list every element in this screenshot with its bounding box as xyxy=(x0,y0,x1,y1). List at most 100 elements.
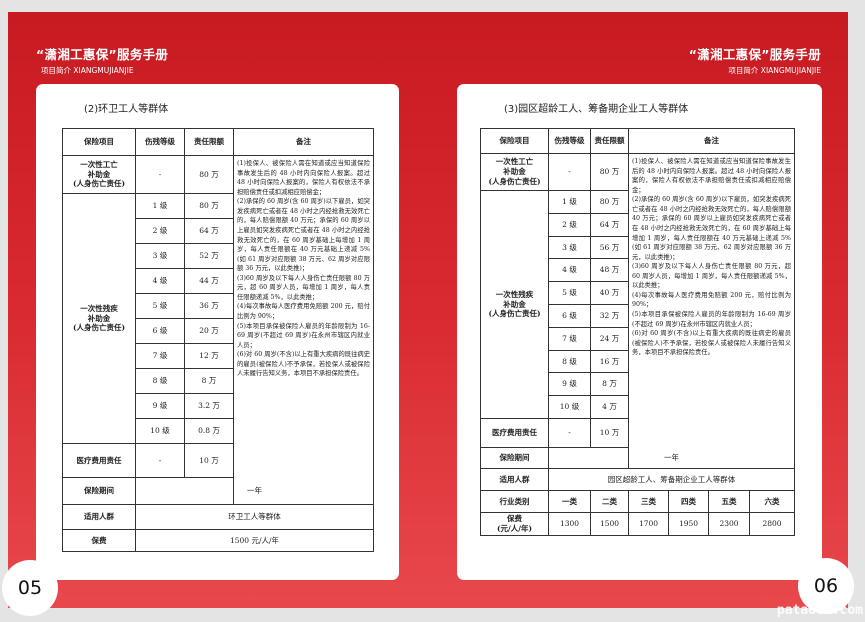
premium-value: 1700 xyxy=(628,511,669,536)
disability-level: 4 级 xyxy=(548,258,591,283)
crowd-value: 园区超龄工人、筹备期企业工人等群体 xyxy=(548,467,795,491)
disability-level: 4 级 xyxy=(135,268,185,294)
table-row: 4 级 44 万 xyxy=(63,268,374,294)
cell-line: 保费 xyxy=(507,514,522,524)
table-row: 9 级 3.2 万 xyxy=(63,393,374,419)
cell-line: (元/人/年) xyxy=(496,523,533,533)
remarks-cell: (1)投保人、被保险人需在知道或应当知道保险事故发生后的 48 小时内向保险人报… xyxy=(233,155,374,505)
table-row: 医疗费用责任 -10 万 xyxy=(62,443,374,478)
column-header: 备注 xyxy=(233,128,374,156)
liability-limit: 24 万 xyxy=(590,326,629,351)
table-row: 保费 (元/人/年) 1300 1500 1700 1950 2300 2800 xyxy=(480,511,795,536)
medical-label: 医疗费用责任 xyxy=(480,417,549,448)
premium-value: 1300 xyxy=(548,511,591,536)
note-item: (4)每次事故每人医疗费用免赔额 200 元，赔付比例为 90%； xyxy=(237,303,370,320)
table-cell: 80 万 xyxy=(184,155,234,194)
table-row: 7 级 12 万 xyxy=(63,343,374,369)
cell-line: 补助金 xyxy=(503,299,526,309)
industry-class: 四类 xyxy=(668,489,709,513)
table-cell: - xyxy=(135,155,185,194)
cell-line: (人身伤亡责任) xyxy=(488,309,541,319)
crowd-value: 环卫工人等群体 xyxy=(135,504,374,530)
right-insurance-table: 保险项目 伤残等级 责任限额 备注 一次性工亡 补助金 (人身伤亡责任) -80 万 (1)投保… xyxy=(480,128,795,536)
cell-line: 补助金 xyxy=(503,167,526,177)
table-row: 保险项目 伤残等级 责任限额 备注 xyxy=(62,128,374,156)
column-header: 备注 xyxy=(628,128,795,154)
page-number-right: 06 xyxy=(798,558,854,614)
disability-level: 2 级 xyxy=(548,212,591,237)
liability-limit: 8 万 xyxy=(590,372,629,397)
table-cell: 10 万 xyxy=(184,443,234,478)
table-cell: - xyxy=(135,443,185,478)
table-cell: 80 万 xyxy=(590,153,629,191)
right-section-title: (3)园区超龄工人、筹备期企业工人等群体 xyxy=(504,104,689,115)
brochure-subtitle: 项目简介 XIANGMUJIANJIE xyxy=(728,66,821,75)
liability-limit: 52 万 xyxy=(184,243,234,269)
table-row: 6 级 32 万 xyxy=(481,303,795,328)
table-row: 10 级 0.8 万 xyxy=(63,418,374,444)
death-benefit-label: 一次性工亡 补助金 (人身伤亡责任) xyxy=(480,153,549,191)
disability-level: 7 级 xyxy=(135,343,185,369)
disability-level: 10 级 xyxy=(548,395,591,419)
column-header: 责任限额 xyxy=(590,128,629,154)
industry-class: 二类 xyxy=(590,489,629,513)
premium-label: 保费 xyxy=(62,529,136,552)
liability-limit: 8 万 xyxy=(184,368,234,394)
table-cell: - xyxy=(548,153,591,191)
note-item: (2)承保的 60 周岁(含 60 周岁)以下雇员，如突发疾病死亡或者在 48 … xyxy=(237,198,370,273)
column-header: 保险项目 xyxy=(62,128,136,156)
liability-limit: 48 万 xyxy=(590,258,629,283)
remarks-cell: (1)投保人、被保险人需在知道或应当知道保险事故发生后的 48 小时内向保险人报… xyxy=(628,153,795,469)
liability-limit: 56 万 xyxy=(590,235,629,260)
note-item: (3)60 周岁及以下每人人身伤亡责任限额 80 万元，超 60 周岁人员，每增… xyxy=(237,274,370,301)
disability-level: 6 级 xyxy=(548,303,591,328)
cell-line: (人身伤亡责任) xyxy=(72,323,126,333)
liability-limit: 20 万 xyxy=(184,318,234,344)
liability-limit: 80 万 xyxy=(184,193,234,219)
table-cell: 10 万 xyxy=(590,417,629,448)
premium-value: 2300 xyxy=(708,511,750,536)
liability-limit: 40 万 xyxy=(590,281,629,305)
crowd-label: 适用人群 xyxy=(62,504,136,530)
table-row: 3 级 52 万 xyxy=(63,243,374,269)
note-item: (5)本项目承保被保险人雇员的年龄限制为 16-69 周岁(不超过 69 周岁)… xyxy=(632,311,791,328)
cell-line: 一次性残疾 xyxy=(495,289,534,299)
period-value: 一年 xyxy=(135,477,374,505)
premium-value: 2800 xyxy=(749,511,795,536)
left-header: “潇湘工惠保”服务手册 项目简介 XIANGMUJIANJIE xyxy=(36,44,168,76)
cell-line: (人身伤亡责任) xyxy=(488,176,541,186)
table-row: 6 级 20 万 xyxy=(63,318,374,344)
liability-limit: 12 万 xyxy=(184,343,234,369)
disability-level: 7 级 xyxy=(548,326,591,351)
note-item: (1)投保人、被保险人需在知道或应当知道保险事故发生后的 48 小时内向保险人报… xyxy=(237,160,370,196)
table-row: 保险期间 一年 xyxy=(480,446,795,469)
industry-label: 行业类别 xyxy=(480,489,549,513)
liability-limit: 4 万 xyxy=(590,395,629,419)
liability-limit: 44 万 xyxy=(184,268,234,294)
cell-line: (人身伤亡责任) xyxy=(72,179,126,189)
table-cell: - xyxy=(548,417,591,448)
note-item: (6)对 60 周岁(不含)以上有重大疾病的既往病史的雇员(被保险人)不予承保，… xyxy=(632,330,791,357)
table-row: 一次性残疾 补助金 (人身伤亡责任) 1 级 80 万 xyxy=(62,193,374,444)
disability-level: 3 级 xyxy=(135,243,185,269)
disability-level: 9 级 xyxy=(548,372,591,397)
table-row: 一次性工亡 补助金 (人身伤亡责任) -80 万 (1)投保人、被保险人需在知道或应当知… xyxy=(62,155,374,505)
column-header: 伤残等级 xyxy=(135,128,185,156)
premium-value: 1950 xyxy=(668,511,709,536)
disability-level: 1 级 xyxy=(135,193,185,219)
industry-class: 一类 xyxy=(548,489,591,513)
period-value: 一年 xyxy=(548,446,795,469)
table-row: 保费 1500 元/人/年 xyxy=(62,529,374,552)
table-row: 保险项目 伤残等级 责任限额 备注 xyxy=(480,128,795,154)
disability-level: 8 级 xyxy=(548,349,591,374)
page-number-left: 05 xyxy=(2,560,58,616)
cell-line: 补助金 xyxy=(87,313,111,323)
liability-limit: 64 万 xyxy=(184,218,234,244)
cell-line: 一次性残疾 xyxy=(80,303,118,313)
liability-limit: 3.2 万 xyxy=(184,393,234,419)
death-benefit-label: 一次性工亡 补助金 (人身伤亡责任) xyxy=(62,155,136,194)
watermark: pataoez.com xyxy=(776,603,863,618)
crowd-label: 适用人群 xyxy=(480,467,549,491)
liability-limit: 36 万 xyxy=(184,293,234,319)
